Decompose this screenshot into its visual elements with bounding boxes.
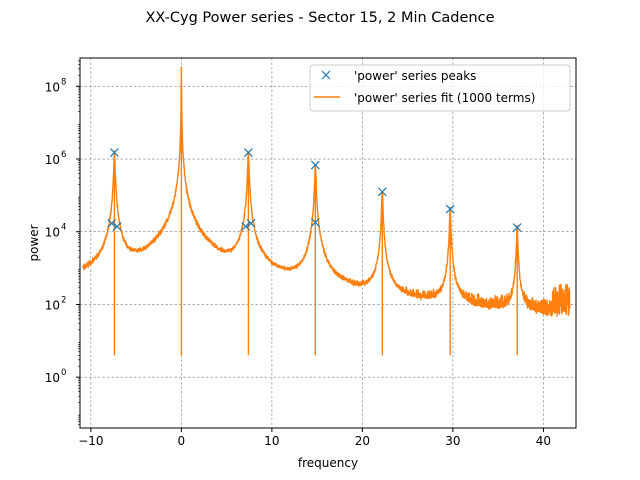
legend-box xyxy=(309,64,571,112)
x-tick-label: 0 xyxy=(178,434,186,448)
legend-marker-peaks xyxy=(321,70,331,80)
peak-marker xyxy=(243,148,253,158)
axes-frame xyxy=(79,57,577,429)
y-tick-exponent: 0 xyxy=(61,368,66,378)
x-axis-label: frequency xyxy=(298,456,358,470)
legend: 'power' series peaks 'power' series fit … xyxy=(309,64,571,112)
plot-area xyxy=(82,66,571,356)
y-tick-exponent: 4 xyxy=(61,223,66,233)
y-axis-label: power xyxy=(27,224,41,261)
legend-label-peaks: 'power' series peaks xyxy=(354,69,476,83)
y-tick-label: 10 xyxy=(45,371,60,385)
peak-marker xyxy=(107,218,117,228)
peak-marker xyxy=(512,223,522,233)
x-tick-label: 40 xyxy=(536,434,551,448)
y-tick-label: 10 xyxy=(45,80,60,94)
y-tick-exponent: 2 xyxy=(61,295,66,305)
y-tick-exponent: 6 xyxy=(61,150,66,160)
peak-marker xyxy=(109,148,119,158)
peak-marker xyxy=(112,221,122,231)
peak-marker xyxy=(310,160,320,170)
x-tick-label: 30 xyxy=(445,434,460,448)
y-tick-label: 10 xyxy=(45,298,60,312)
peak-marker xyxy=(310,218,320,227)
chart-title: XX-Cyg Power series - Sector 15, 2 Min C… xyxy=(145,10,494,26)
y-tick-exponent: 8 xyxy=(61,77,66,87)
peak-marker xyxy=(445,204,455,214)
peak-marker xyxy=(377,187,387,197)
peak-marker xyxy=(241,221,251,231)
peak-marker xyxy=(246,218,256,228)
y-tick-label: 10 xyxy=(45,153,60,167)
y-tick-label: 10 xyxy=(45,226,60,240)
x-tick-label: −10 xyxy=(78,434,103,448)
fit-series-line xyxy=(82,66,571,356)
x-tick-label: 20 xyxy=(355,434,370,448)
x-tick-label: 10 xyxy=(264,434,279,448)
legend-label-fit: 'power' series fit (1000 terms) xyxy=(354,91,535,105)
